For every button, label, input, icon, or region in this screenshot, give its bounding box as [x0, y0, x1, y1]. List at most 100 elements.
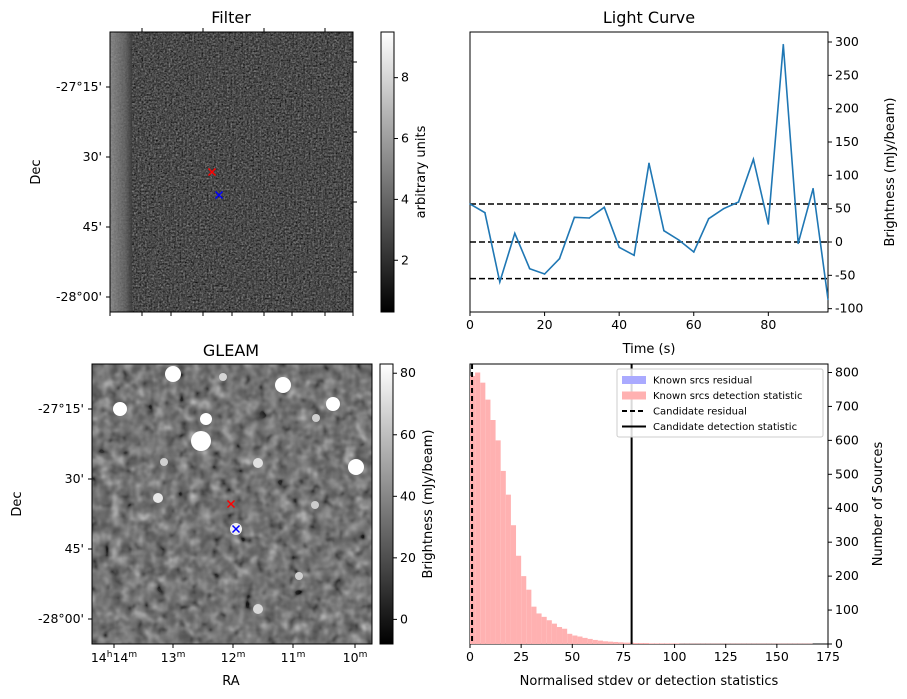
histogram-ytick-label: 300 [835, 534, 859, 549]
light-curve-point [469, 203, 471, 205]
gleam-panel: GLEAM -27°15'30'45'-28°00' 14h14m 13m 12m 1… [10, 341, 436, 689]
light-curve-point [484, 211, 486, 214]
histogram-bar [602, 641, 609, 644]
histogram-bar [674, 643, 680, 644]
filter-colorbar-tick-label: 8 [401, 70, 409, 85]
light-curve-content: 0 20 40 60 80 -100 -50 0 50 100 150 200 250 300 [466, 34, 863, 332]
light-curve-point [663, 229, 665, 232]
gleam-markers [226, 499, 241, 534]
histogram-bar [556, 627, 563, 644]
filter-panel: Filter -27°15' 30' 45' -28°00' Dec 2 4 6 8 arb… [29, 8, 429, 316]
light-curve-xtick-label: 0 [466, 317, 474, 332]
gleam-xtick-label: 12m [221, 650, 246, 665]
filter-image-edge [110, 32, 132, 312]
light-curve-point [558, 257, 561, 260]
light-curve-point [782, 43, 785, 46]
histogram-content: 0 25 50 75 100 125 150 175010020030040050060070… [466, 364, 859, 664]
histogram-bar [638, 642, 644, 644]
light-curve-ytick-label: 100 [835, 167, 859, 182]
histogram-ytick-label: 200 [835, 568, 859, 583]
histogram-xtick-label: 0 [466, 649, 474, 664]
histogram-xtick-label: 175 [816, 649, 840, 664]
histogram-bar [592, 639, 598, 644]
gleam-blue-x-marker [231, 524, 241, 534]
filter-colorbar [380, 31, 395, 313]
histogram-bar [654, 643, 660, 644]
histogram-bar [551, 623, 557, 644]
filter-colorbar-ticks: 2 4 6 8 [394, 70, 409, 267]
histogram-bar [643, 642, 649, 644]
light-curve-point [737, 201, 740, 203]
histogram-bar [613, 641, 619, 644]
filter-ytick-label: 30' [83, 149, 102, 164]
light-curve-xtick-label: 80 [760, 317, 776, 332]
histogram-bar [587, 638, 593, 644]
light-curve-title: Light Curve [603, 8, 695, 27]
histogram-bar [510, 525, 517, 644]
gleam-xtick-label: 13m [161, 650, 186, 665]
filter-colorbar-label: arbitrary units [414, 125, 429, 218]
histogram-bar [536, 613, 542, 644]
histogram-bar [633, 642, 639, 644]
histogram-bar [623, 642, 629, 644]
histogram-bar [597, 640, 603, 644]
histogram-xtick-label: 100 [663, 649, 687, 664]
gleam-ytick-label: 45' [65, 541, 84, 556]
histogram-bar [562, 628, 568, 644]
light-curve-xtick-label: 40 [611, 317, 627, 332]
gleam-colorbar-tick-label: 80 [400, 365, 416, 380]
histogram-bar [582, 637, 588, 644]
light-curve-point [812, 187, 814, 190]
filter-ytick-label: -28°00' [56, 289, 102, 304]
gleam-colorbar [379, 363, 394, 645]
light-curve-ytick-label: 200 [835, 101, 859, 116]
histogram-xtick-label: 25 [513, 649, 529, 664]
filter-y-ticks: -27°15' 30' 45' -28°00' [56, 28, 357, 316]
histogram-bar [618, 642, 624, 644]
histogram-xlabel: Normalised stdev or detection statistics [520, 674, 779, 689]
gleam-xlabel: RA [222, 674, 240, 689]
histogram-bar [495, 440, 501, 644]
light-curve-point [618, 246, 620, 249]
gleam-colorbar-ticks: 0 20 40 60 80 [393, 365, 416, 626]
gleam-colorbar-tick-label: 20 [400, 550, 416, 565]
legend-label: Candidate detection statistic [653, 422, 797, 433]
filter-colorbar-tick-label: 6 [401, 131, 409, 146]
histogram-bar [577, 636, 583, 644]
light-curve-panel: Light Curve 0 20 40 60 80 -100 -50 0 50 100 150 200… [466, 8, 898, 357]
histogram-ytick-label: 700 [835, 398, 859, 413]
gleam-ytick-label: -28°00' [38, 611, 84, 626]
light-curve-xtick-label: 60 [686, 317, 702, 332]
light-curve-ytick-label: -100 [835, 301, 863, 316]
light-curve-point [633, 254, 635, 257]
filter-colorbar-tick-label: 2 [401, 252, 409, 267]
histogram-ylabel: Number of Sources [871, 442, 886, 567]
light-curve-axes [469, 31, 829, 313]
light-curve-point [573, 216, 576, 219]
legend-swatch [622, 391, 646, 400]
gleam-title: GLEAM [203, 341, 259, 360]
histogram-ytick-label: 600 [835, 432, 859, 447]
light-curve-point [707, 217, 710, 220]
light-curve-point [827, 298, 829, 301]
gleam-x-ticks: 14h14m 13m 12m 11m 10m [91, 644, 367, 665]
histogram-bar [480, 382, 486, 644]
legend-label: Candidate residual [653, 407, 747, 418]
histogram-ytick-label: 800 [835, 364, 859, 379]
filter-ylabel: Dec [29, 159, 44, 184]
light-curve-ytick-label: 50 [835, 201, 851, 216]
legend-label: Known srcs residual [653, 376, 752, 387]
legend-box [616, 368, 824, 438]
light-curve-point [722, 207, 725, 210]
histogram-xtick-label: 75 [615, 649, 631, 664]
light-curve-point [528, 267, 531, 270]
gleam-red-x-marker [226, 499, 236, 509]
light-curve-point [543, 273, 546, 275]
histogram-xtick-label: 50 [564, 649, 580, 664]
light-curve-ytick-label: 250 [835, 67, 859, 82]
gleam-colorbar-tick-label: 60 [400, 427, 416, 442]
histogram-ytick-label: 400 [835, 500, 859, 515]
histogram-bar [546, 620, 552, 644]
histogram-bar [541, 616, 547, 644]
histogram-ytick-label: 500 [835, 466, 859, 481]
